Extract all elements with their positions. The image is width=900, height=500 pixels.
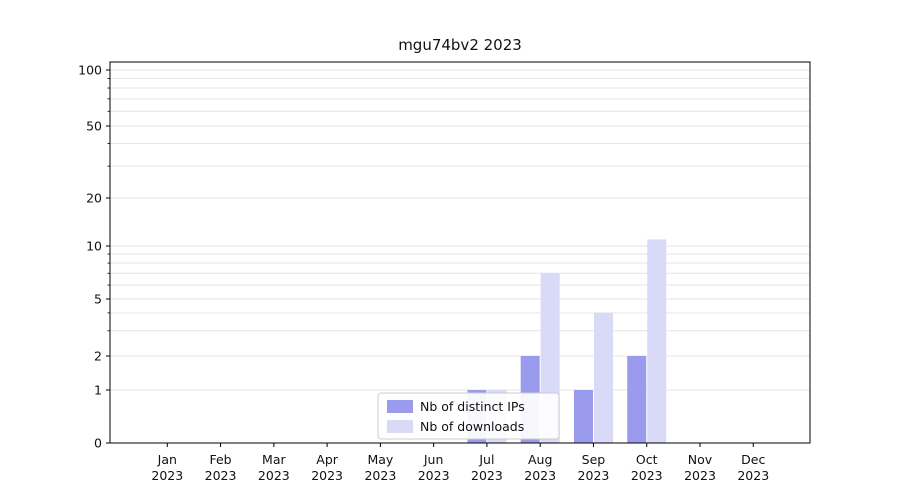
plot-border: [109, 61, 811, 444]
y-tick-label: 10: [86, 239, 102, 254]
x-tick-label-month: Jun: [423, 452, 444, 467]
x-tick-label-month: Dec: [741, 452, 765, 467]
x-tick-label-month: May: [367, 452, 393, 467]
x-tick-label-year: 2023: [364, 468, 396, 483]
legend-swatch: [387, 420, 413, 433]
y-tick-label: 5: [94, 292, 102, 307]
bar-downloads: [593, 312, 613, 443]
x-tick-label-year: 2023: [205, 468, 237, 483]
legend-label: Nb of distinct IPs: [420, 399, 525, 414]
y-tick-label: 100: [78, 63, 102, 78]
x-tick-label-month: Apr: [316, 452, 338, 467]
legend-label: Nb of downloads: [420, 419, 524, 434]
x-tick-label-year: 2023: [524, 468, 556, 483]
x-tick-label-month: Feb: [209, 452, 231, 467]
y-tick-label: 50: [86, 119, 102, 134]
x-tick-label-year: 2023: [684, 468, 716, 483]
x-tick-label-year: 2023: [737, 468, 769, 483]
y-tick-label: 0: [94, 436, 102, 451]
x-tick-label-year: 2023: [311, 468, 343, 483]
x-tick-label-year: 2023: [418, 468, 450, 483]
y-tick-label: 20: [86, 191, 102, 206]
bar-distinct-ips: [573, 390, 593, 443]
x-tick-label-year: 2023: [578, 468, 610, 483]
x-tick-label-year: 2023: [471, 468, 503, 483]
bar-distinct-ips: [627, 356, 647, 443]
x-tick-label-month: Sep: [582, 452, 606, 467]
x-tick-label-month: Jan: [157, 452, 177, 467]
y-tick-label: 1: [94, 383, 102, 398]
bar-downloads: [647, 239, 667, 443]
x-tick-label-month: Jul: [478, 452, 494, 467]
x-tick-label-month: Oct: [636, 452, 658, 467]
x-tick-label-month: Mar: [262, 452, 286, 467]
y-tick-label: 2: [94, 349, 102, 364]
chart-title: mgu74bv2 2023: [398, 36, 522, 54]
x-tick-label-month: Aug: [528, 452, 552, 467]
x-tick-label-month: Nov: [688, 452, 713, 467]
plot-area: [110, 62, 810, 443]
legend-swatch: [387, 400, 413, 413]
legend-box: [377, 392, 560, 440]
x-tick-label-year: 2023: [258, 468, 290, 483]
x-tick-label-year: 2023: [631, 468, 663, 483]
x-tick-label-year: 2023: [151, 468, 183, 483]
